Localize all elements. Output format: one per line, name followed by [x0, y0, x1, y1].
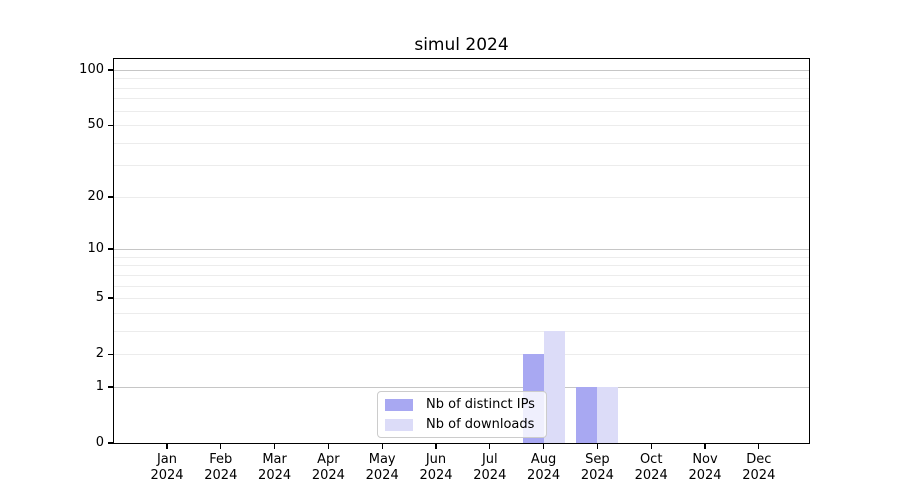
gridline-minor	[114, 78, 809, 80]
y-axis-tick	[108, 442, 113, 444]
x-axis-tick	[327, 444, 330, 449]
gridline-minor	[114, 98, 809, 100]
bar-downloads	[597, 386, 619, 443]
x-tick-label: Dec 2024	[742, 452, 776, 483]
gridline-major	[114, 70, 809, 71]
y-tick-label: 2	[95, 346, 104, 362]
y-tick-label: 0	[95, 435, 104, 450]
legend-label: Nb of distinct IPs	[426, 397, 535, 412]
x-axis-tick	[489, 444, 491, 449]
y-axis-tick	[108, 124, 113, 126]
bar-downloads	[543, 330, 565, 443]
y-tick-label: 100	[79, 62, 104, 77]
gridline-minor	[114, 285, 809, 287]
x-tick-label: Feb 2024	[204, 452, 238, 483]
x-tick-label: Oct 2024	[634, 452, 668, 483]
legend-item: Nb of downloads	[378, 415, 546, 434]
chart-title: simul 2024	[414, 35, 509, 55]
gridline-major	[114, 249, 809, 251]
gridline-minor	[114, 265, 809, 267]
y-tick-label: 20	[87, 188, 104, 204]
x-tick-label: Apr 2024	[311, 452, 345, 483]
bar-distinct-ips	[576, 386, 598, 443]
gridline-minor	[114, 165, 809, 167]
y-axis-tick	[108, 69, 113, 71]
gridline-minor	[114, 274, 809, 276]
gridline-minor	[114, 125, 809, 127]
y-axis-tick	[108, 353, 113, 355]
gridline-minor	[114, 196, 809, 198]
gridline-minor	[114, 256, 809, 258]
legend: Nb of distinct IPs Nb of downloads	[377, 391, 547, 438]
x-tick-label: Mar 2024	[258, 452, 292, 483]
y-tick-label: 5	[95, 290, 104, 306]
x-axis-tick	[758, 444, 760, 449]
y-axis-tick	[108, 297, 113, 299]
gridline-major	[114, 386, 809, 388]
legend-label: Nb of downloads	[426, 417, 535, 432]
y-tick-label: 10	[87, 241, 104, 257]
x-tick-label: Aug 2024	[527, 452, 561, 483]
gridline-minor	[114, 298, 809, 300]
gridline-minor	[114, 110, 809, 112]
legend-swatch-downloads-icon	[385, 418, 413, 431]
y-tick-label: 1	[95, 378, 104, 394]
x-axis-tick	[596, 444, 599, 449]
x-tick-label: Sep 2024	[580, 452, 614, 483]
gridline-minor	[114, 87, 809, 89]
x-axis-tick	[542, 444, 545, 449]
x-tick-label: Nov 2024	[688, 452, 722, 483]
legend-swatch-distinct-ips-icon	[385, 398, 413, 411]
legend-item: Nb of distinct IPs	[378, 395, 546, 414]
gridline-minor	[114, 330, 809, 332]
plot-area	[113, 58, 810, 444]
y-axis-tick	[108, 248, 113, 250]
x-axis-tick	[220, 444, 222, 449]
y-axis-tick	[108, 386, 113, 388]
y-axis-tick	[108, 196, 113, 198]
x-axis-tick	[166, 444, 168, 449]
gridline-minor	[114, 142, 809, 144]
x-axis-tick	[704, 444, 706, 449]
x-tick-label: Jun 2024	[419, 452, 453, 483]
x-axis-tick	[381, 444, 383, 449]
x-axis-tick	[273, 444, 276, 449]
x-tick-label: May 2024	[365, 452, 399, 483]
x-axis-tick	[650, 444, 652, 449]
gridline-minor	[114, 354, 809, 356]
y-tick-label: 50	[87, 117, 104, 133]
x-axis-tick	[435, 444, 437, 449]
x-tick-label: Jan 2024	[150, 452, 184, 483]
gridline-minor	[114, 312, 809, 314]
x-tick-label: Jul 2024	[473, 452, 507, 483]
